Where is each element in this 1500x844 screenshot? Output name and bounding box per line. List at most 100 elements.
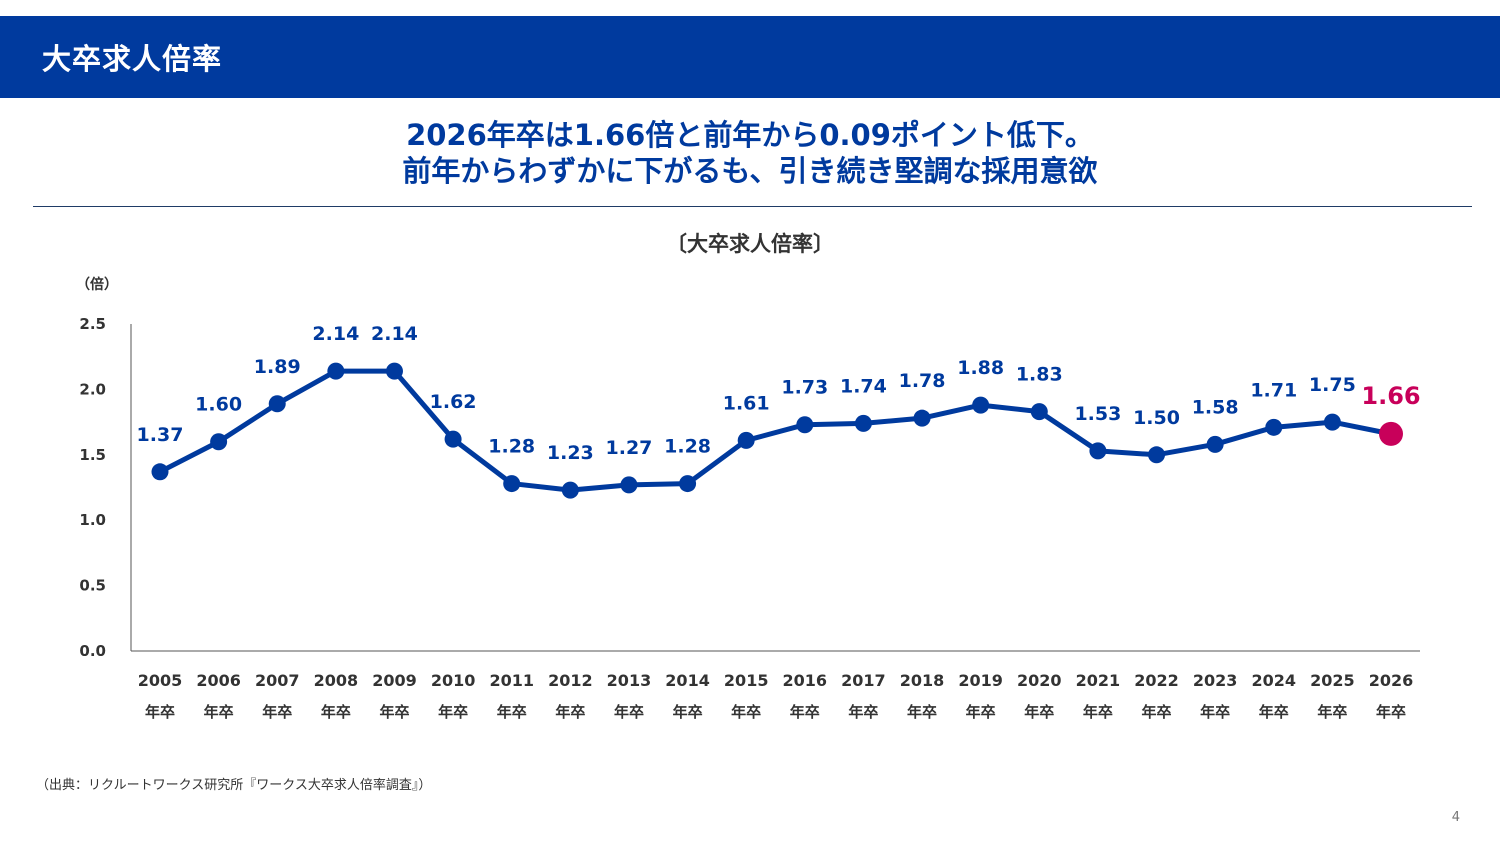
chart-title: 〔大卒求人倍率〕 [666, 232, 834, 256]
data-label: 1.61 [723, 392, 770, 414]
x-tick-label: 2006 [196, 671, 241, 690]
y-tick-label: 2.0 [79, 380, 106, 398]
data-point [913, 409, 931, 427]
y-tick-label: 1.5 [79, 446, 106, 464]
page-number: 4 [1451, 810, 1460, 825]
data-label: 1.28 [488, 436, 535, 458]
data-label: 1.83 [1016, 364, 1063, 386]
data-point [327, 362, 345, 380]
y-axis-unit-label: （倍） [76, 277, 118, 293]
x-tick-label: 2009 [372, 671, 417, 690]
x-tick-label: 2013 [607, 671, 652, 690]
x-tick-label: 2008 [314, 671, 359, 690]
data-label: 2.14 [312, 323, 359, 345]
x-tick-sublabel: 年卒 [907, 703, 937, 721]
x-tick-sublabel: 年卒 [966, 703, 996, 721]
x-tick-sublabel: 年卒 [204, 703, 234, 721]
data-label: 1.53 [1074, 403, 1121, 425]
x-tick-sublabel: 年卒 [262, 703, 292, 721]
x-tick-label: 2007 [255, 671, 300, 690]
x-tick-label: 2019 [958, 671, 1003, 690]
series-line [157, 368, 1394, 493]
header-bar: 大卒求人倍率 [0, 16, 1500, 98]
x-tick-sublabel: 年卒 [1376, 703, 1406, 721]
headline-line-1: 2026年卒は1.66倍と前年から0.09ポイント低下。 [406, 118, 1094, 152]
x-tick-sublabel: 年卒 [1024, 703, 1054, 721]
data-label: 1.60 [195, 394, 242, 416]
data-points [151, 362, 1403, 499]
x-tick-sublabel: 年卒 [379, 703, 409, 721]
data-point [268, 395, 286, 413]
x-tick-label: 2017 [841, 671, 886, 690]
highlight-data-point [1379, 421, 1403, 446]
data-point [972, 396, 990, 414]
x-tick-sublabel: 年卒 [790, 703, 820, 721]
data-label: 1.75 [1309, 374, 1356, 396]
x-tick-sublabel: 年卒 [1083, 703, 1113, 721]
data-label: 1.37 [137, 424, 184, 446]
x-tick-label: 2010 [431, 671, 476, 690]
x-tick-sublabel: 年卒 [1317, 703, 1347, 721]
data-point [503, 475, 521, 493]
y-axis-ticks: 0.0 0.5 1.0 1.5 2.0 2.5 [79, 315, 106, 660]
y-tick-label: 0.0 [79, 642, 106, 660]
x-tick-label: 2012 [548, 671, 593, 690]
data-label: 1.73 [781, 377, 828, 399]
data-point [679, 475, 697, 493]
x-tick-sublabel: 年卒 [1259, 703, 1289, 721]
data-point [561, 481, 579, 499]
x-tick-sublabel: 年卒 [145, 703, 175, 721]
data-point [1089, 442, 1107, 460]
x-tick-label: 2011 [489, 671, 534, 690]
data-point [1148, 446, 1166, 464]
headline-line-2: 前年からわずかに下がるも、引き続き堅調な採用意欲 [402, 154, 1098, 188]
data-labels: 1.37 1.60 1.89 2.14 2.14 1.62 1.28 1.23 1.27 1.28… [137, 323, 1421, 464]
data-point [1030, 403, 1048, 421]
x-tick-label: 2018 [900, 671, 945, 690]
series-line-group [157, 368, 1394, 493]
data-label: 1.78 [899, 370, 946, 392]
x-tick-sublabel: 年卒 [673, 703, 703, 721]
headline: 2026年卒は1.66倍と前年から0.09ポイント低下。 前年からわずかに下がる… [0, 117, 1500, 189]
data-label: 1.89 [254, 356, 301, 378]
data-label: 1.23 [547, 442, 594, 464]
data-label: 1.74 [840, 375, 887, 397]
x-tick-label: 2021 [1076, 671, 1121, 690]
data-label: 1.28 [664, 436, 711, 458]
x-tick-sublabel: 年卒 [731, 703, 761, 721]
x-tick-sublabel: 年卒 [614, 703, 644, 721]
data-point [210, 433, 228, 451]
x-tick-sublabel: 年卒 [555, 703, 585, 721]
x-tick-sublabel: 年卒 [1142, 703, 1172, 721]
data-label: 2.14 [371, 323, 418, 345]
chart-axes [130, 324, 1420, 652]
data-point [1206, 435, 1224, 453]
data-point [620, 476, 638, 494]
x-tick-label: 2015 [724, 671, 769, 690]
divider [33, 206, 1472, 207]
x-tick-label: 2023 [1193, 671, 1238, 690]
x-tick-label: 2024 [1251, 671, 1296, 690]
data-point [1323, 413, 1341, 431]
y-tick-label: 0.5 [79, 577, 106, 595]
data-point [854, 414, 872, 432]
source-note: （出典：リクルートワークス研究所『ワークス大卒求人倍率調査』） [36, 778, 432, 793]
x-tick-label: 2025 [1310, 671, 1355, 690]
x-tick-label: 2020 [1017, 671, 1062, 690]
x-tick-sublabel: 年卒 [321, 703, 351, 721]
x-tick-label: 2005 [138, 671, 183, 690]
highlight-data-label: 1.66 [1361, 382, 1420, 410]
page-title: 大卒求人倍率 [42, 42, 223, 76]
x-tick-sublabel: 年卒 [438, 703, 468, 721]
x-tick-sublabel: 年卒 [497, 703, 527, 721]
x-tick-sublabel: 年卒 [848, 703, 878, 721]
y-tick-label: 1.0 [79, 511, 106, 529]
data-label: 1.71 [1250, 379, 1297, 401]
data-label: 1.27 [606, 437, 653, 459]
data-label: 1.88 [957, 357, 1004, 379]
y-tick-label: 2.5 [79, 315, 106, 333]
data-label: 1.62 [430, 391, 477, 413]
data-point [796, 416, 814, 434]
data-point [737, 431, 755, 449]
